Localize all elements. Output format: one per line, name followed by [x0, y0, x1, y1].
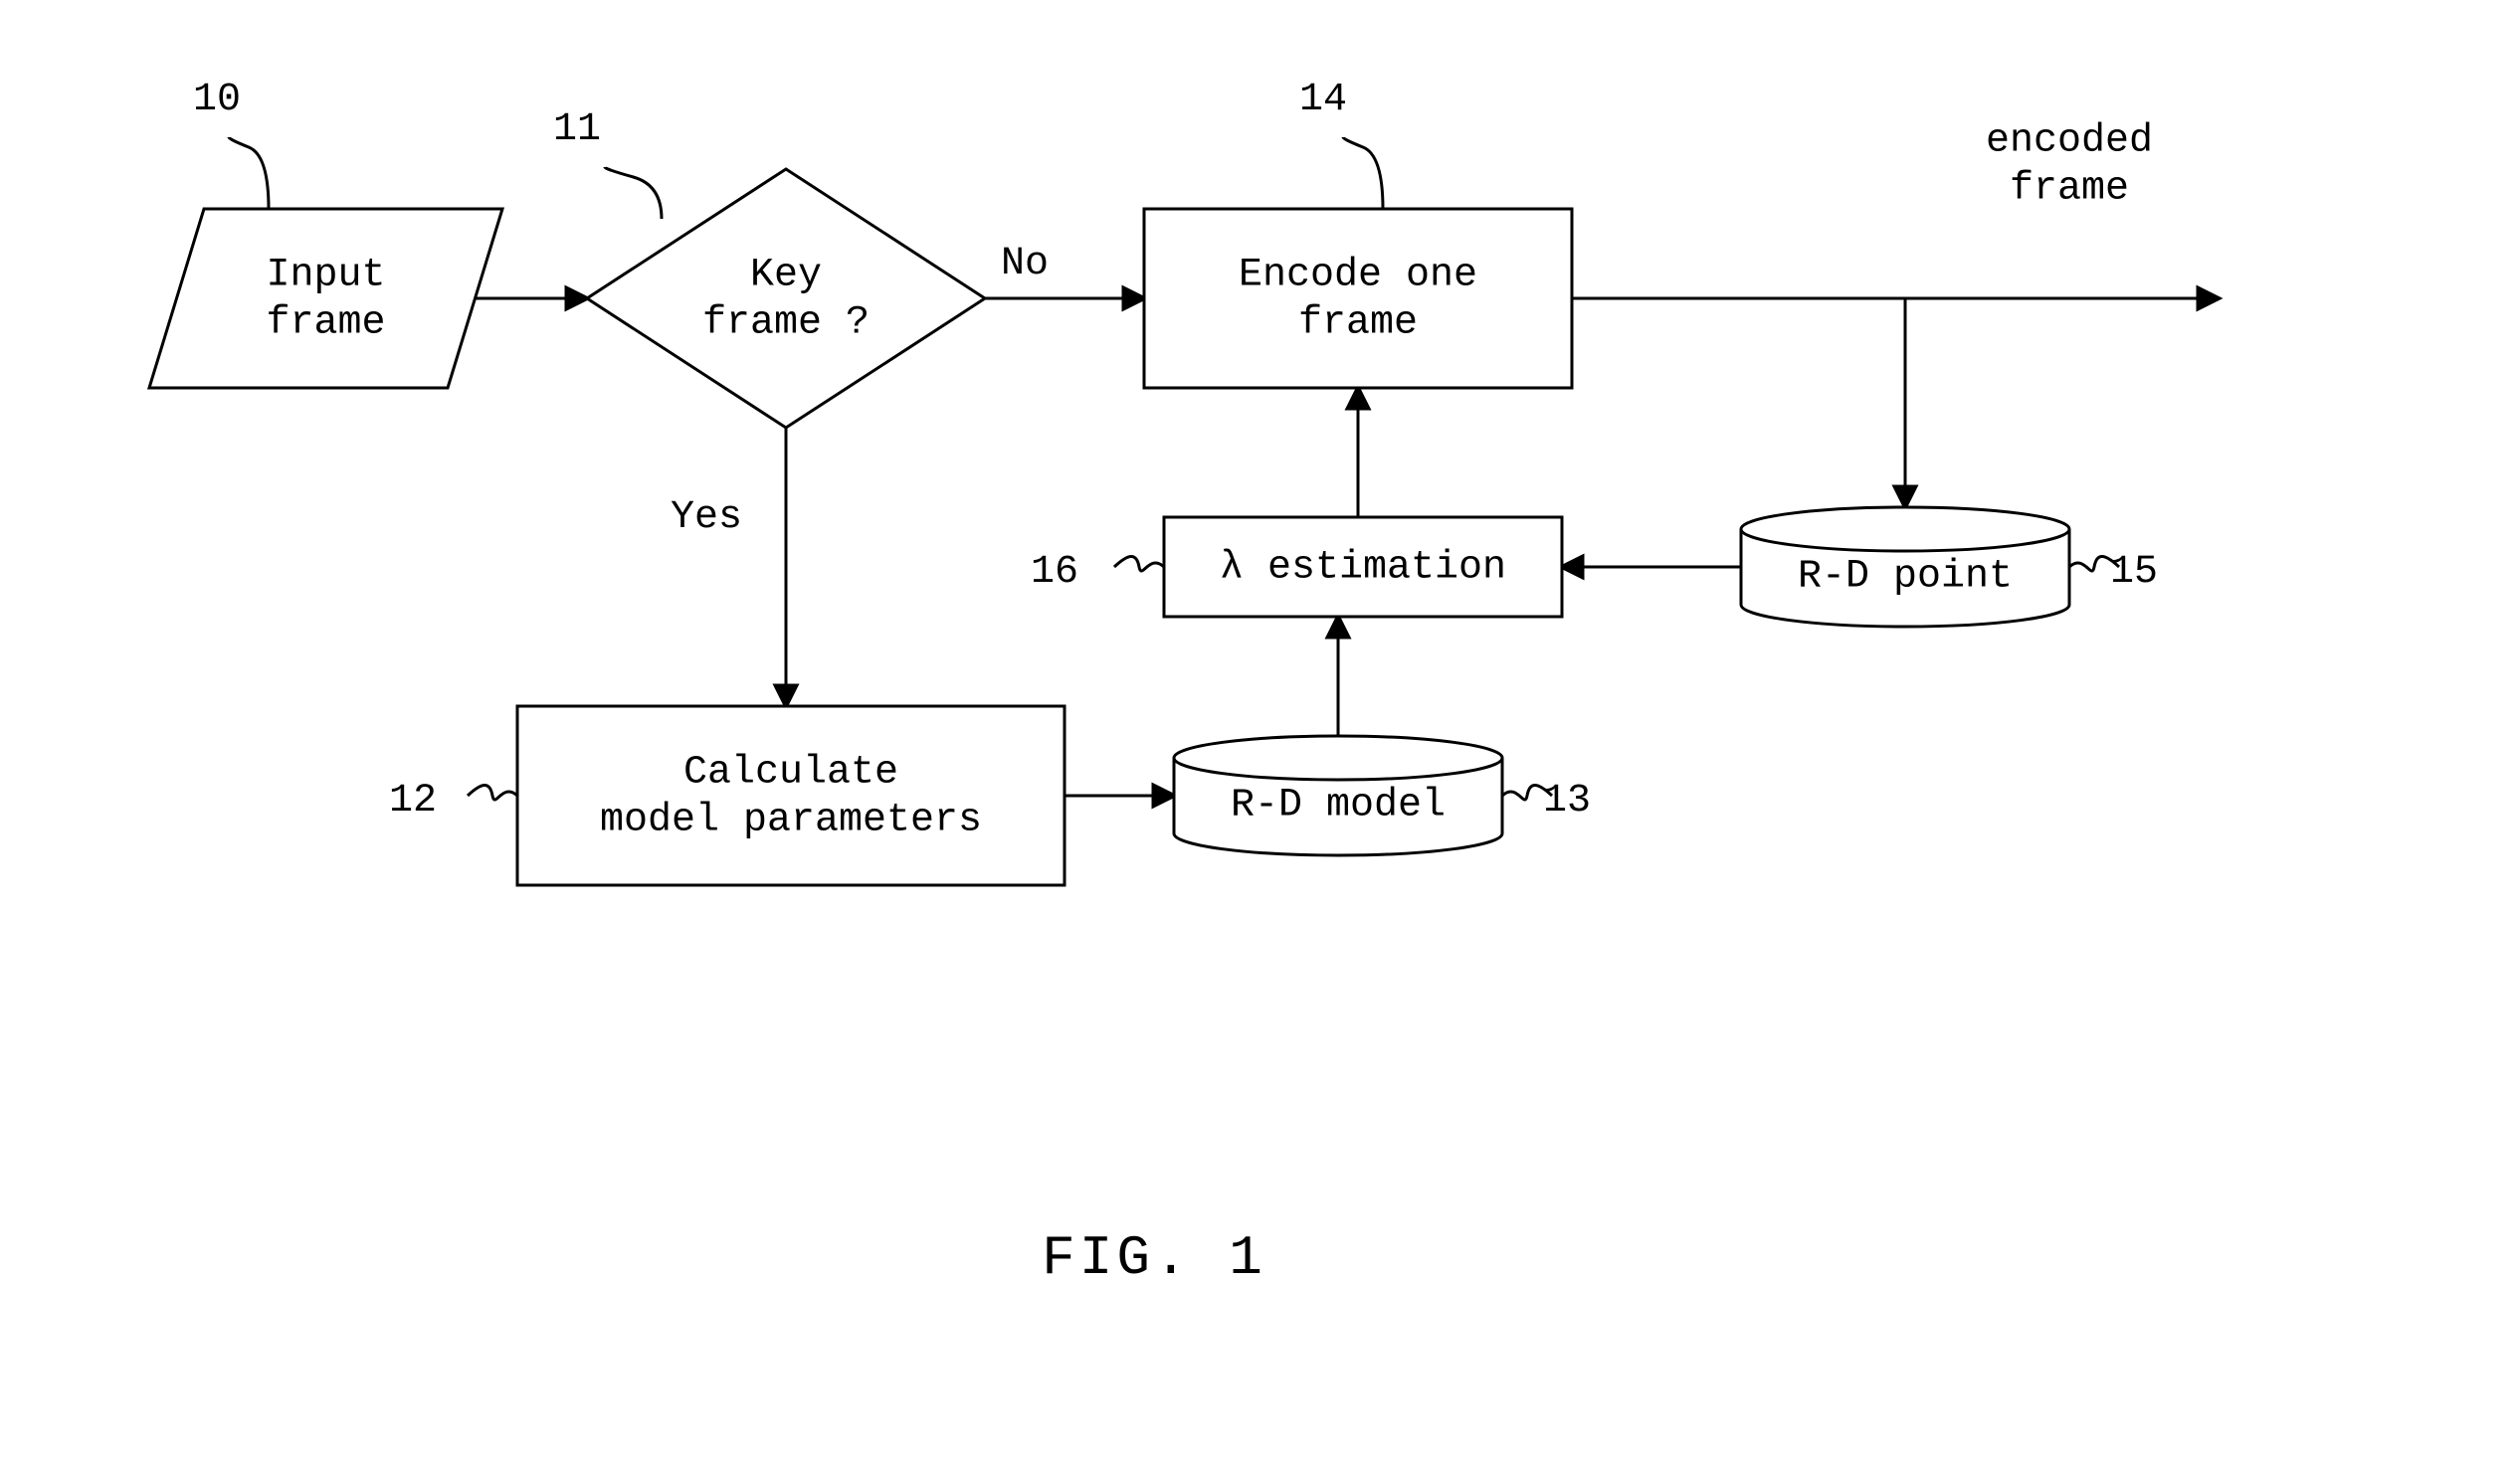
node-label: 16: [1031, 550, 1078, 595]
text: frame ?: [702, 301, 870, 346]
node-label: 14: [1299, 78, 1347, 122]
edge-label: Yes: [671, 495, 742, 540]
text: frame: [2010, 167, 2129, 212]
text: Input: [266, 254, 385, 298]
text: R-D point: [1798, 554, 2013, 599]
text: Encode one: [1239, 254, 1477, 298]
node-label: 15: [2110, 550, 2158, 595]
node-label: 12: [389, 779, 437, 824]
text: Key: [750, 254, 822, 298]
node-label: 11: [553, 107, 601, 152]
node-encode: [1144, 209, 1572, 388]
node-keyframe: [587, 169, 985, 428]
edge-label: No: [1001, 242, 1049, 286]
node-label: 13: [1543, 779, 1591, 824]
figure-title: FIG. 1: [1042, 1226, 1266, 1290]
text: model parameters: [600, 799, 982, 843]
text: R-D model: [1231, 783, 1446, 827]
text: Calculate: [683, 751, 898, 796]
text: encoded: [1986, 119, 2153, 164]
text: frame: [1298, 301, 1418, 346]
node-input: [149, 209, 502, 388]
node-label: 10: [193, 78, 241, 122]
node-calc: [517, 706, 1065, 885]
text: frame: [266, 301, 385, 346]
text: λ estimation: [1220, 546, 1506, 591]
